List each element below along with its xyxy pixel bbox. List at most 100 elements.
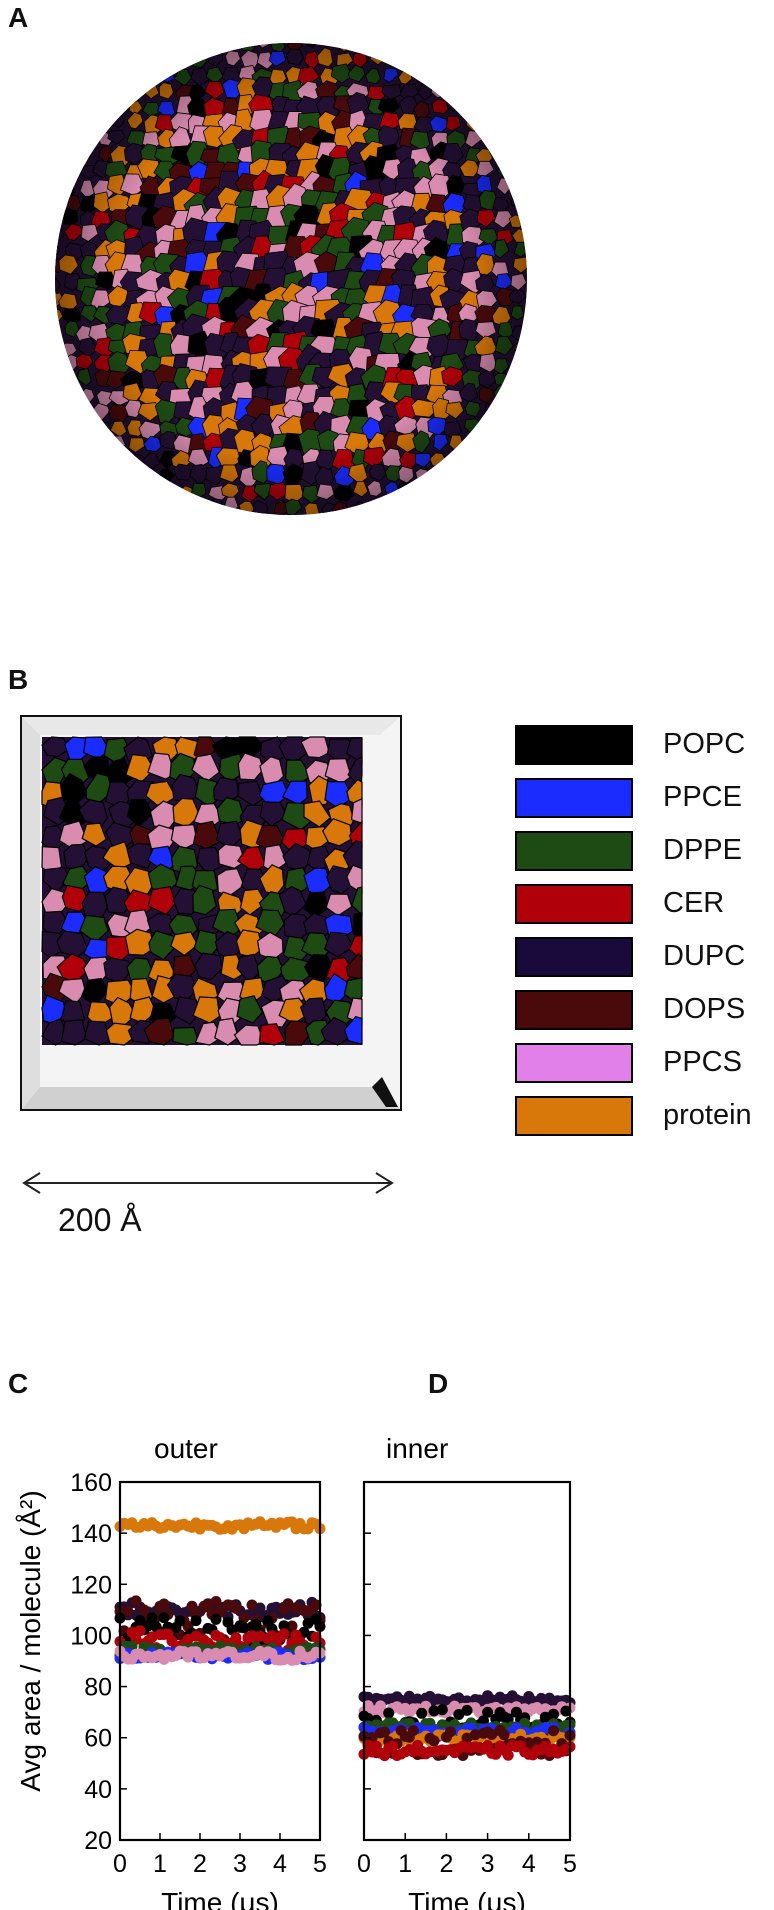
plot-d: 0 1 2 3 4 5 inner Time (μs) [357,1433,577,1910]
data-point [278,1620,290,1632]
legend-swatch [515,725,633,765]
data-point [146,1612,158,1624]
legend-label: DPPE [663,834,742,866]
data-point [158,1612,170,1624]
x-tick-label: 3 [233,1850,247,1878]
data-point [190,1615,202,1627]
x-tick-label: 2 [439,1850,453,1878]
data-point [278,1628,290,1640]
x-tick-label: 5 [563,1850,577,1878]
data-point [428,1735,440,1747]
x-tick-label: 4 [522,1850,536,1878]
data-point [387,1740,399,1752]
data-point [250,1618,262,1630]
membrane-sphere [55,43,527,515]
legend-label: PPCS [663,1046,742,1078]
x-tick-label: 3 [481,1850,495,1878]
y-tick-label: 160 [70,1469,112,1497]
data-point [548,1725,559,1737]
series-0 [114,1516,326,1535]
data-point [490,1748,502,1760]
points [114,1516,326,1666]
data-point [482,1706,494,1718]
data-point [502,1749,514,1761]
plot-frame [362,1480,572,1842]
scale-bar-label: 200 Å [58,1202,142,1238]
data-point [122,1605,134,1617]
y-tick-label: 60 [84,1725,112,1753]
data-point [416,1707,428,1719]
data-point [142,1620,154,1632]
data-point [186,1601,198,1613]
data-point [428,1705,440,1717]
y-tick-label: 20 [84,1827,112,1855]
data-point [138,1604,150,1616]
data-point [407,1725,419,1736]
y-tick-label: 120 [70,1571,112,1599]
panel-label-b: B [8,664,29,695]
x-tick-label: 2 [193,1850,207,1878]
y-tick-label: 100 [70,1622,112,1650]
data-point [210,1596,222,1607]
legend-label: PPCE [663,781,742,813]
data-point [486,1729,498,1740]
series-7 [114,1645,326,1666]
data-point [548,1708,559,1720]
legend-swatch [515,1043,633,1083]
data-point [310,1599,322,1611]
panel-label-c: C [8,1368,29,1399]
legend-label: protein [663,1099,752,1131]
data-point [174,1615,186,1627]
plot-title: inner [386,1433,448,1464]
data-point [166,1635,178,1647]
x-tick-label: 4 [273,1850,287,1878]
data-point [498,1729,510,1741]
data-point [461,1704,473,1716]
x-axis-label: Time (μs) [161,1887,279,1910]
data-point [519,1717,531,1729]
x-tick-label: 5 [313,1850,327,1878]
y-axis-label: Avg area / molecule (Å²) [15,1490,46,1791]
data-point [379,1726,391,1738]
points [358,1690,576,1762]
data-point [246,1599,258,1611]
legend-swatch [515,778,633,818]
membrane-patch [20,715,402,1111]
x-tick-label: 1 [153,1850,167,1878]
series-7 [358,1739,576,1762]
legend-swatch [515,937,633,977]
legend-swatch [515,1096,633,1136]
data-point [383,1707,395,1719]
scale-bar [22,1172,394,1194]
data-point [436,1704,448,1716]
data-point [210,1613,222,1625]
panel-label-d: D [428,1368,449,1399]
x-tick-label: 0 [357,1850,371,1878]
legend-label: CER [663,887,725,919]
panel-label-a: A [8,2,29,33]
x-axis-label: Time (μs) [408,1887,526,1910]
data-point [130,1595,142,1607]
data-point [469,1729,481,1741]
legend-swatch [515,884,633,924]
plot-title: outer [154,1433,218,1464]
data-point [238,1622,250,1634]
x-tick-label: 0 [113,1850,127,1878]
x-tick-label: 1 [398,1850,412,1878]
legend-swatch [515,990,633,1030]
legend-label: DUPC [663,940,746,972]
data-point [453,1709,465,1720]
legend-label: DOPS [663,993,746,1025]
plot-frame [118,1480,322,1842]
data-point [134,1615,146,1627]
data-point [134,1625,146,1637]
data-point [445,1726,456,1738]
legend-label: POPC [663,728,746,760]
data-point [560,1705,572,1717]
data-point [230,1602,242,1614]
legend-swatch [515,831,633,871]
y-tick-label: 140 [70,1520,112,1548]
data-point [158,1598,170,1610]
patch-mosaic [41,736,363,1046]
